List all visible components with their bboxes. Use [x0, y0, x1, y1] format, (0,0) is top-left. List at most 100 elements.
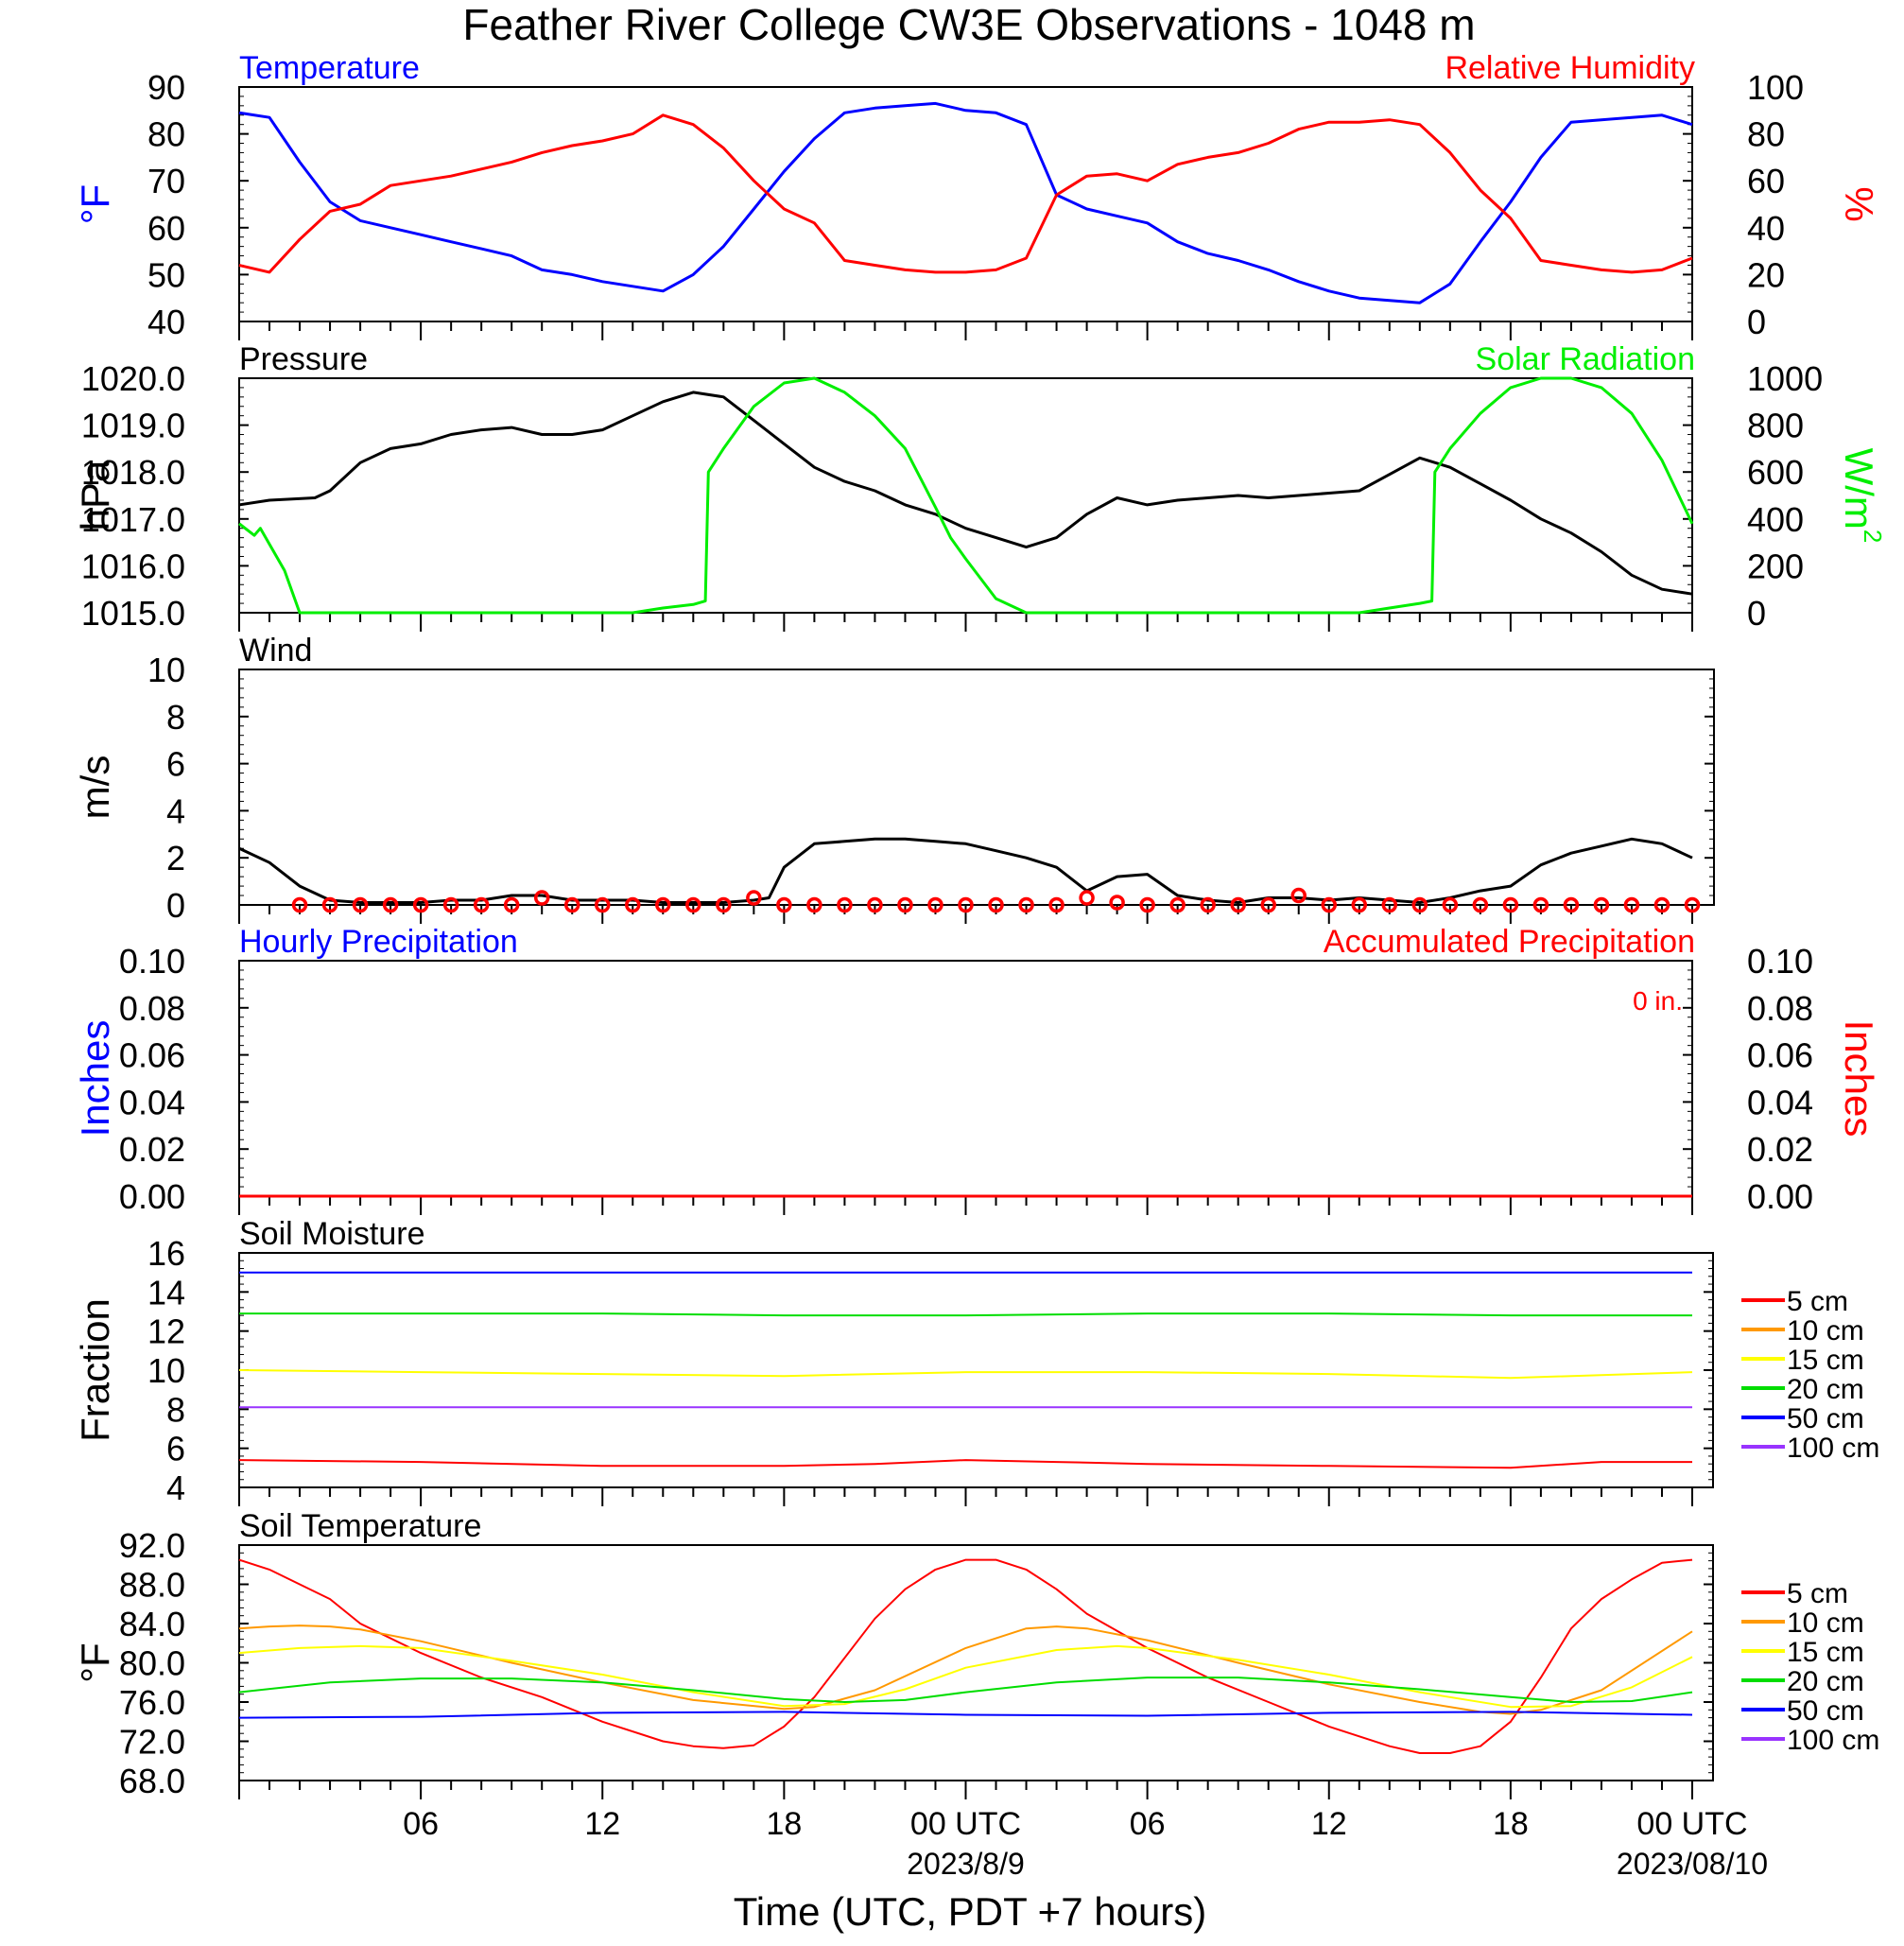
calm-wind-marker [412, 896, 429, 913]
y-tick-label: 90 [147, 68, 185, 107]
x-date-label: 2023/08/10 [1617, 1847, 1768, 1881]
y-tick-label: 92.0 [119, 1526, 185, 1565]
y-tick-label: 10 [147, 651, 185, 689]
y-tick-label: 4 [166, 791, 185, 830]
calm-wind-marker [563, 896, 580, 913]
y-tick-label: 1019.0 [81, 407, 185, 445]
legend-label: 10 cm [1787, 1607, 1864, 1639]
legend-label: 10 cm [1787, 1315, 1864, 1347]
y2-tick-label: 0.06 [1747, 1036, 1813, 1075]
y-tick-label: 8 [166, 1390, 185, 1429]
series-line-20-cm [238, 1677, 1693, 1703]
plot-frame [238, 960, 1693, 1197]
series-line-5-cm [238, 1558, 1693, 1754]
panel-title-left: Soil Temperature [239, 1508, 481, 1544]
y-tick-label: 0.10 [119, 942, 185, 981]
x-tick-label: 12 [584, 1806, 620, 1842]
panel-0: 40 50 60 70 80 90 0 20 40 60 80 100 Temperature Relat… [73, 50, 1881, 341]
y2-tick-label: 0.10 [1747, 942, 1813, 981]
y-tick-label: 1015.0 [81, 594, 185, 633]
panel-1: 1015.0 1016.0 1017.0 1018.0 1019.0 1020.0 0 200… [73, 341, 1887, 633]
plot-frame [238, 1252, 1714, 1488]
calm-wind-marker [1593, 896, 1610, 913]
y-tick-label: 0 [166, 886, 185, 925]
calm-wind-marker [806, 896, 822, 913]
series-line-temperature [238, 101, 1693, 304]
calm-wind-marker [1109, 895, 1125, 911]
x-date-label: 2023/8/9 [907, 1847, 1025, 1881]
y-tick-label: 68.0 [119, 1762, 185, 1800]
y-axis-label-right: % [1837, 186, 1881, 221]
panel-2: 0 2 4 6 8 10 Wind m/s [73, 633, 1715, 925]
x-tick-label: 00 UTC [910, 1806, 1021, 1842]
plot-frame [238, 1544, 1714, 1781]
calm-wind-marker [1139, 896, 1155, 913]
calm-wind-marker [776, 896, 792, 913]
calm-wind-marker [1623, 896, 1640, 913]
legend-label: 15 cm [1787, 1637, 1864, 1668]
calm-wind-marker [1290, 887, 1307, 904]
x-tick-label: 12 [1311, 1806, 1347, 1842]
y2-tick-label: 800 [1747, 407, 1804, 445]
y-tick-label: 6 [166, 745, 185, 784]
y-tick-label: 40 [147, 303, 185, 341]
panel-title-left: Temperature [239, 50, 420, 86]
calm-wind-marker [927, 896, 943, 913]
calm-wind-marker [1230, 896, 1246, 913]
panel-title-left: Wind [239, 633, 312, 669]
series-line-solar-radiation [238, 376, 1694, 615]
calm-wind-marker [1321, 896, 1337, 913]
legend-label: 5 cm [1787, 1286, 1848, 1317]
calm-wind-marker [867, 896, 883, 913]
calm-wind-marker [837, 896, 853, 913]
calm-wind-marker [291, 896, 308, 913]
calm-wind-marker [1684, 896, 1701, 913]
y-tick-label: 60 [147, 209, 185, 248]
y2-tick-label: 0.08 [1747, 989, 1813, 1028]
x-tick-label: 06 [403, 1806, 439, 1842]
calm-wind-marker [1079, 890, 1095, 906]
y-tick-label: 80 [147, 115, 185, 154]
calm-wind-marker [1018, 896, 1034, 913]
y-tick-label: 10 [147, 1351, 185, 1390]
x-axis-label: Time (UTC, PDT +7 hours) [734, 1889, 1207, 1934]
series-line-20-cm [239, 1312, 1692, 1317]
calm-wind-marker [625, 896, 641, 913]
y-tick-label: 1018.0 [81, 453, 185, 492]
y-tick-label: 0.04 [119, 1083, 185, 1121]
calm-wind-marker [1351, 896, 1368, 913]
calm-wind-marker [1653, 896, 1670, 913]
x-tick-label: 18 [1493, 1806, 1529, 1842]
y-axis-label-left: Fraction [73, 1298, 117, 1442]
y-tick-label: 0.00 [119, 1177, 185, 1216]
calm-wind-marker [958, 896, 974, 913]
y-tick-label: 80.0 [119, 1644, 185, 1683]
calm-wind-marker [1048, 896, 1065, 913]
calm-wind-marker [1532, 896, 1549, 913]
y2-tick-label: 400 [1747, 500, 1804, 539]
calm-wind-marker [352, 896, 369, 913]
x-tick-label: 06 [1130, 1806, 1166, 1842]
calm-wind-marker [988, 896, 1004, 913]
y-axis-label-left: Inches [73, 1020, 117, 1138]
calm-wind-marker [1200, 896, 1216, 913]
panel-5: 68.072.076.080.084.088.092.0 Soil Tempera… [73, 1508, 1879, 1800]
y-axis-label-left: °F [73, 1642, 117, 1682]
accumulation-annotation: 0 in. [1633, 986, 1683, 1016]
y-tick-label: 0.06 [119, 1036, 185, 1075]
calm-wind-marker [1563, 896, 1580, 913]
calm-wind-marker [655, 896, 671, 913]
y-tick-label: 14 [147, 1273, 185, 1312]
y-tick-label: 4 [166, 1468, 185, 1507]
y-tick-label: 1016.0 [81, 547, 185, 585]
series-line-relative-humidity [238, 113, 1693, 274]
legend-label: 20 cm [1787, 1374, 1864, 1405]
calm-wind-marker [533, 890, 550, 906]
plot-frame [238, 669, 1715, 906]
y-axis-label-right: Inches [1837, 1020, 1881, 1138]
calm-wind-marker [442, 896, 459, 913]
series-line-15-cm [238, 1369, 1693, 1380]
calm-wind-marker [746, 890, 762, 906]
